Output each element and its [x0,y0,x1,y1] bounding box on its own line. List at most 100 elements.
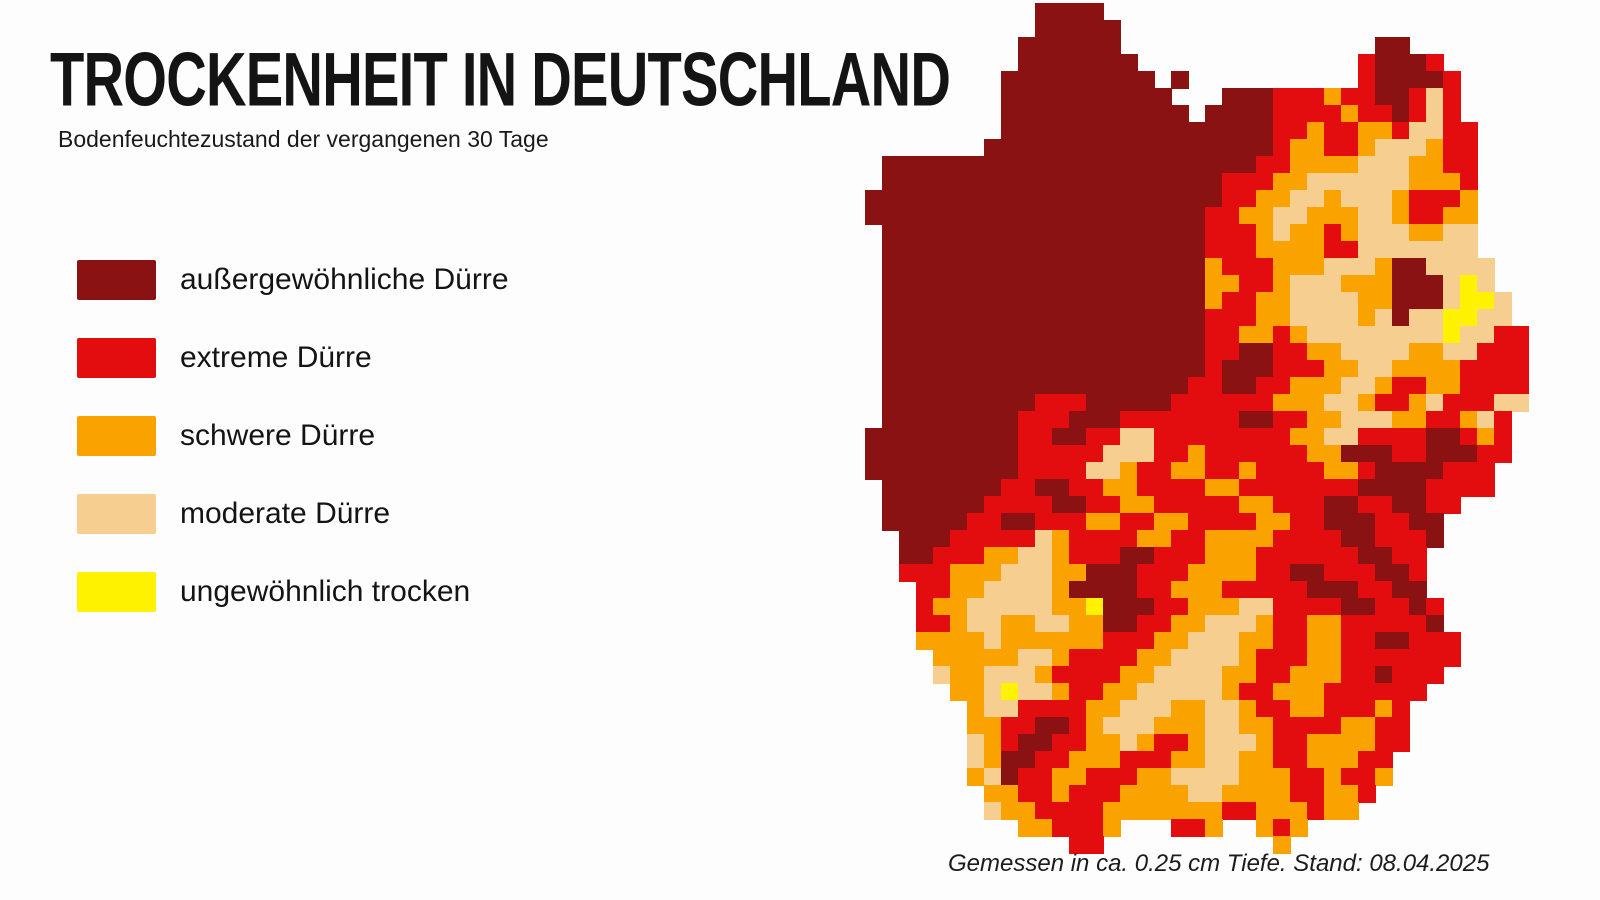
map-cell-run [1273,530,1342,548]
map-cell-run [1375,564,1410,582]
map-cell-run [1443,326,1461,344]
map-cell-run [1358,751,1393,769]
map-cell-run [1137,683,1223,701]
map-cell-run [882,309,1206,327]
map-cell-run [933,649,1019,667]
map-cell-run [1035,20,1121,38]
map-cell-run [1188,377,1223,395]
map-cell-run [916,581,951,599]
map-cell-run [1273,734,1308,752]
map-cell-run [1307,751,1359,769]
map-cell-run [967,700,985,718]
map-cell-run [1477,411,1495,429]
map-cell-run [1001,717,1036,735]
map-cell-run [1171,819,1206,837]
map-cell-run [1426,105,1444,123]
map-cell-run [1375,632,1410,650]
map-cell-run [1426,394,1444,412]
map-cell-run [1392,122,1410,140]
map-cell-run [1222,377,1257,395]
map-cell-run [1375,377,1393,395]
map-cell-run [1239,496,1274,514]
map-cell-run [1086,564,1138,582]
map-cell-run [1171,530,1206,548]
map-cell-run [1222,581,1308,599]
map-cell-run [1324,241,1359,259]
map-cell-run [1358,54,1376,72]
map-cell-run [1154,496,1240,514]
map-cell-run [1256,462,1325,480]
map-cell-run [1188,632,1240,650]
map-cell-run [1069,547,1121,565]
map-cell-run [1273,224,1291,242]
map-cell-run [1324,768,1342,786]
map-cell-run [967,615,1002,633]
map-cell-run [950,615,968,633]
map-cell-run [1035,479,1070,497]
map-cell-run [1086,513,1121,531]
map-cell-run [1103,683,1138,701]
map-cell-run [1443,292,1461,310]
map-cell-run [865,207,1206,225]
map-cell-run [1001,564,1053,582]
map-cell-run [1001,479,1036,497]
map-cell-run [1205,360,1223,378]
map-cell-run [1069,717,1087,735]
map-cell-run [916,615,951,633]
map-cell-run [1392,547,1427,565]
map-cell-run [1443,275,1461,293]
map-cell-run [1171,768,1240,786]
map-cell-run [1290,326,1308,344]
map-cell-run [1392,360,1461,378]
map-cell-run [1443,394,1495,412]
map-cell-run [1273,819,1291,837]
map-cell-run [1307,581,1359,599]
map-cell-run [1324,802,1359,820]
map-cell-run [1477,309,1512,327]
map-cell-run [1035,751,1070,769]
map-cell-run [1290,564,1325,582]
map-cell-run [1205,343,1240,361]
map-cell-run [1443,462,1495,480]
map-cell-run [1341,530,1376,548]
map-cell-run [1052,547,1070,565]
map-cell-run [984,496,1053,514]
map-cell-run [1290,666,1342,684]
map-cell-run [1392,275,1444,293]
map-cell-run [1273,496,1325,514]
map-cell-run [1460,428,1478,446]
legend-item: außergewöhnliche Dürre [77,260,509,300]
map-cell-run [1273,275,1291,293]
measurement-note: Gemessen in ca. 0.25 cm Tiefe. Stand: 08… [948,850,1490,877]
map-cell-run [1426,428,1461,446]
map-cell-run [1358,156,1410,174]
map-cell-run [1222,173,1274,191]
map-cell-run [1324,700,1376,718]
map-cell-run [984,683,1002,701]
map-cell-run [1307,343,1342,361]
map-cell-run [1409,156,1444,174]
map-cell-run [1171,615,1206,633]
map-cell-run [1103,445,1155,463]
map-cell-run [1443,224,1478,242]
map-cell-run [1324,190,1342,208]
map-cell-run [1290,768,1325,786]
map-cell-run [1273,394,1325,412]
map-cell-run [950,666,985,684]
map-cell-run [1324,785,1359,803]
map-cell-run [1256,190,1291,208]
map-cell-run [1409,513,1444,531]
map-cell-run [1222,190,1257,208]
map-cell-run [1120,411,1240,429]
map-cell-run [882,496,985,514]
map-cell-run [1035,530,1053,548]
map-cell-run [1205,717,1240,735]
map-cell-run [882,241,1206,259]
map-cell-run [1205,751,1240,769]
map-cell-run [1443,207,1478,225]
map-cell-run [1035,394,1087,412]
map-cell-run [1290,700,1325,718]
map-cell-run [950,683,985,701]
map-cell-run [882,173,1223,191]
map-cell-run [1358,105,1393,123]
